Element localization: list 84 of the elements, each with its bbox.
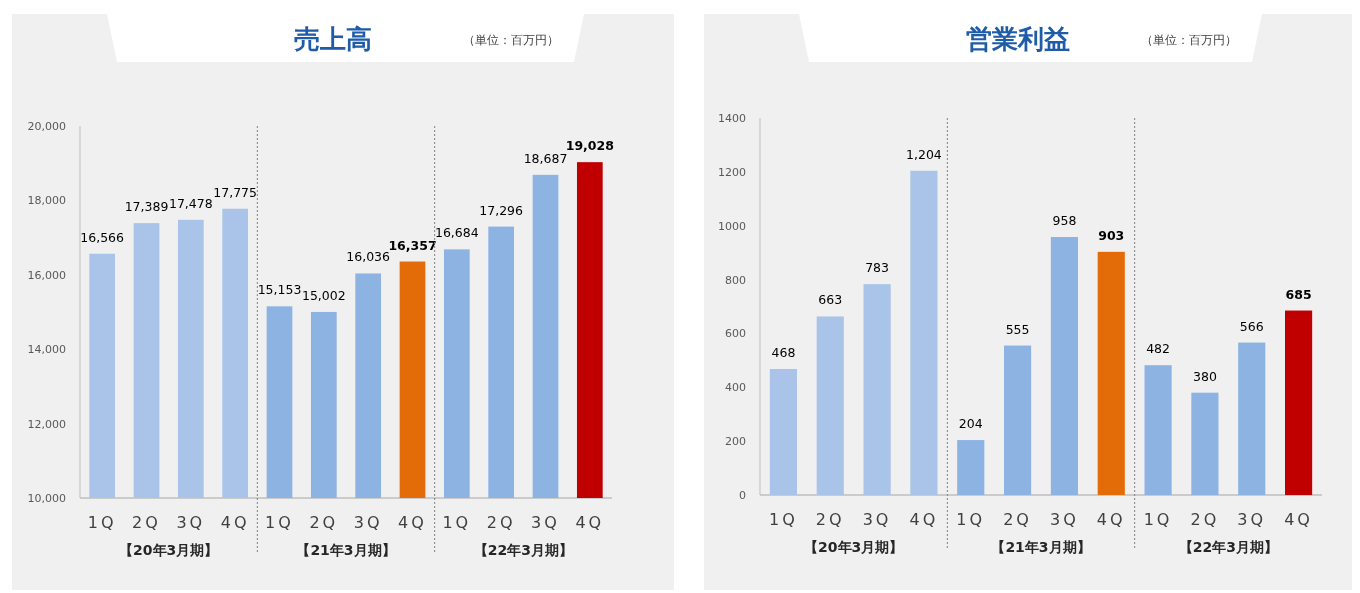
bar (816, 316, 844, 495)
x-tick-label: 4Q (909, 510, 939, 529)
data-label: 15,002 (301, 287, 346, 303)
x-tick-label: 3Q (176, 513, 206, 532)
data-label: 16,684 (434, 225, 479, 241)
y-tick-label: 20,000 (27, 120, 66, 133)
bar (769, 368, 797, 495)
data-label: 663 (818, 292, 843, 308)
data-label: 16,036 (346, 249, 391, 265)
bar (957, 440, 985, 495)
x-tick-label: 3Q (353, 513, 383, 532)
text: 【21年3月期】 (991, 539, 1091, 555)
data-label: 468 (771, 344, 796, 360)
x-tick-label: 3Q (862, 510, 892, 529)
data-label: 17,389 (124, 199, 169, 215)
x-tick-label: 4Q (1284, 510, 1313, 529)
x-tick-label: 1Q (1143, 510, 1173, 529)
x-tick-label: 2Q (309, 513, 339, 532)
y-tick-label: 1400 (718, 112, 746, 125)
text: 【22年3月期】 (1178, 539, 1278, 555)
x-tick-label: 3Q (531, 513, 560, 532)
x-tick-label: 4Q (220, 513, 250, 532)
chart-title: 売上高 (294, 24, 372, 54)
y-tick-label: 10,000 (27, 492, 66, 505)
data-label: 16,357 (388, 237, 437, 253)
x-tick-label: 2Q (1003, 510, 1032, 529)
x-tick-label: 2Q (132, 513, 161, 532)
data-label: 15,153 (257, 282, 302, 298)
y-tick-label: 600 (725, 327, 746, 341)
y-tick-label: 16,000 (27, 268, 66, 282)
x-tick-label: 1Q (87, 513, 117, 532)
data-label: 958 (1052, 213, 1077, 229)
chart-subtitle: （単位：百万円） (463, 33, 559, 47)
data-label: 17,775 (213, 184, 258, 200)
y-tick-label: 18,000 (27, 194, 66, 208)
data-label: 204 (958, 416, 983, 432)
data-label: 685 (1285, 286, 1312, 302)
chart-subtitle: （単位：百万円） (1141, 33, 1237, 47)
data-label: 19,028 (565, 138, 614, 154)
bar (1004, 345, 1032, 495)
data-label: 380 (1192, 368, 1217, 384)
x-tick-label: 4Q (575, 513, 605, 532)
text: 【20年3月期】 (804, 539, 904, 555)
y-tick-label: 14,000 (27, 343, 66, 357)
text: 【22年3月期】 (473, 542, 573, 558)
y-tick-label: 12,000 (27, 417, 66, 431)
x-tick-label: 1Q (956, 510, 986, 529)
bar (910, 170, 938, 495)
data-label: 482 (1146, 341, 1171, 357)
data-label: 18,687 (523, 150, 568, 166)
y-tick-label: 400 (725, 381, 746, 395)
x-tick-label: 1Q (769, 510, 798, 529)
bar (863, 284, 891, 495)
x-tick-label: 3Q (1050, 510, 1079, 529)
bar (1144, 365, 1172, 495)
text: 【20年3月期】 (119, 542, 219, 558)
x-tick-label: 3Q (1237, 510, 1267, 529)
y-tick-label: 1000 (718, 219, 746, 233)
x-tick-label: 1Q (442, 513, 472, 532)
data-label: 566 (1239, 318, 1264, 334)
bar (1191, 392, 1219, 495)
text: 【21年3月期】 (296, 542, 396, 558)
y-tick-label: 0 (739, 489, 746, 502)
bar (1238, 342, 1266, 495)
data-label: 17,296 (479, 202, 524, 218)
x-tick-label: 4Q (1096, 510, 1126, 529)
data-label: 17,478 (168, 195, 213, 211)
bar (1285, 310, 1313, 495)
data-label: 783 (865, 260, 890, 276)
bar (1050, 237, 1078, 495)
bar (1097, 251, 1125, 495)
y-tick-label: 200 (725, 435, 746, 449)
y-tick-label: 1200 (718, 165, 746, 179)
x-tick-label: 4Q (398, 513, 427, 532)
data-label: 555 (1005, 321, 1030, 337)
data-label: 903 (1098, 227, 1125, 243)
chart-title: 営業利益 (966, 24, 1070, 54)
data-label: 1,204 (906, 146, 942, 162)
x-tick-label: 2Q (815, 510, 845, 529)
y-tick-label: 800 (725, 273, 746, 287)
x-tick-label: 1Q (265, 513, 294, 532)
data-label: 16,566 (80, 229, 125, 245)
x-tick-label: 2Q (1190, 510, 1220, 529)
x-tick-label: 2Q (486, 513, 516, 532)
